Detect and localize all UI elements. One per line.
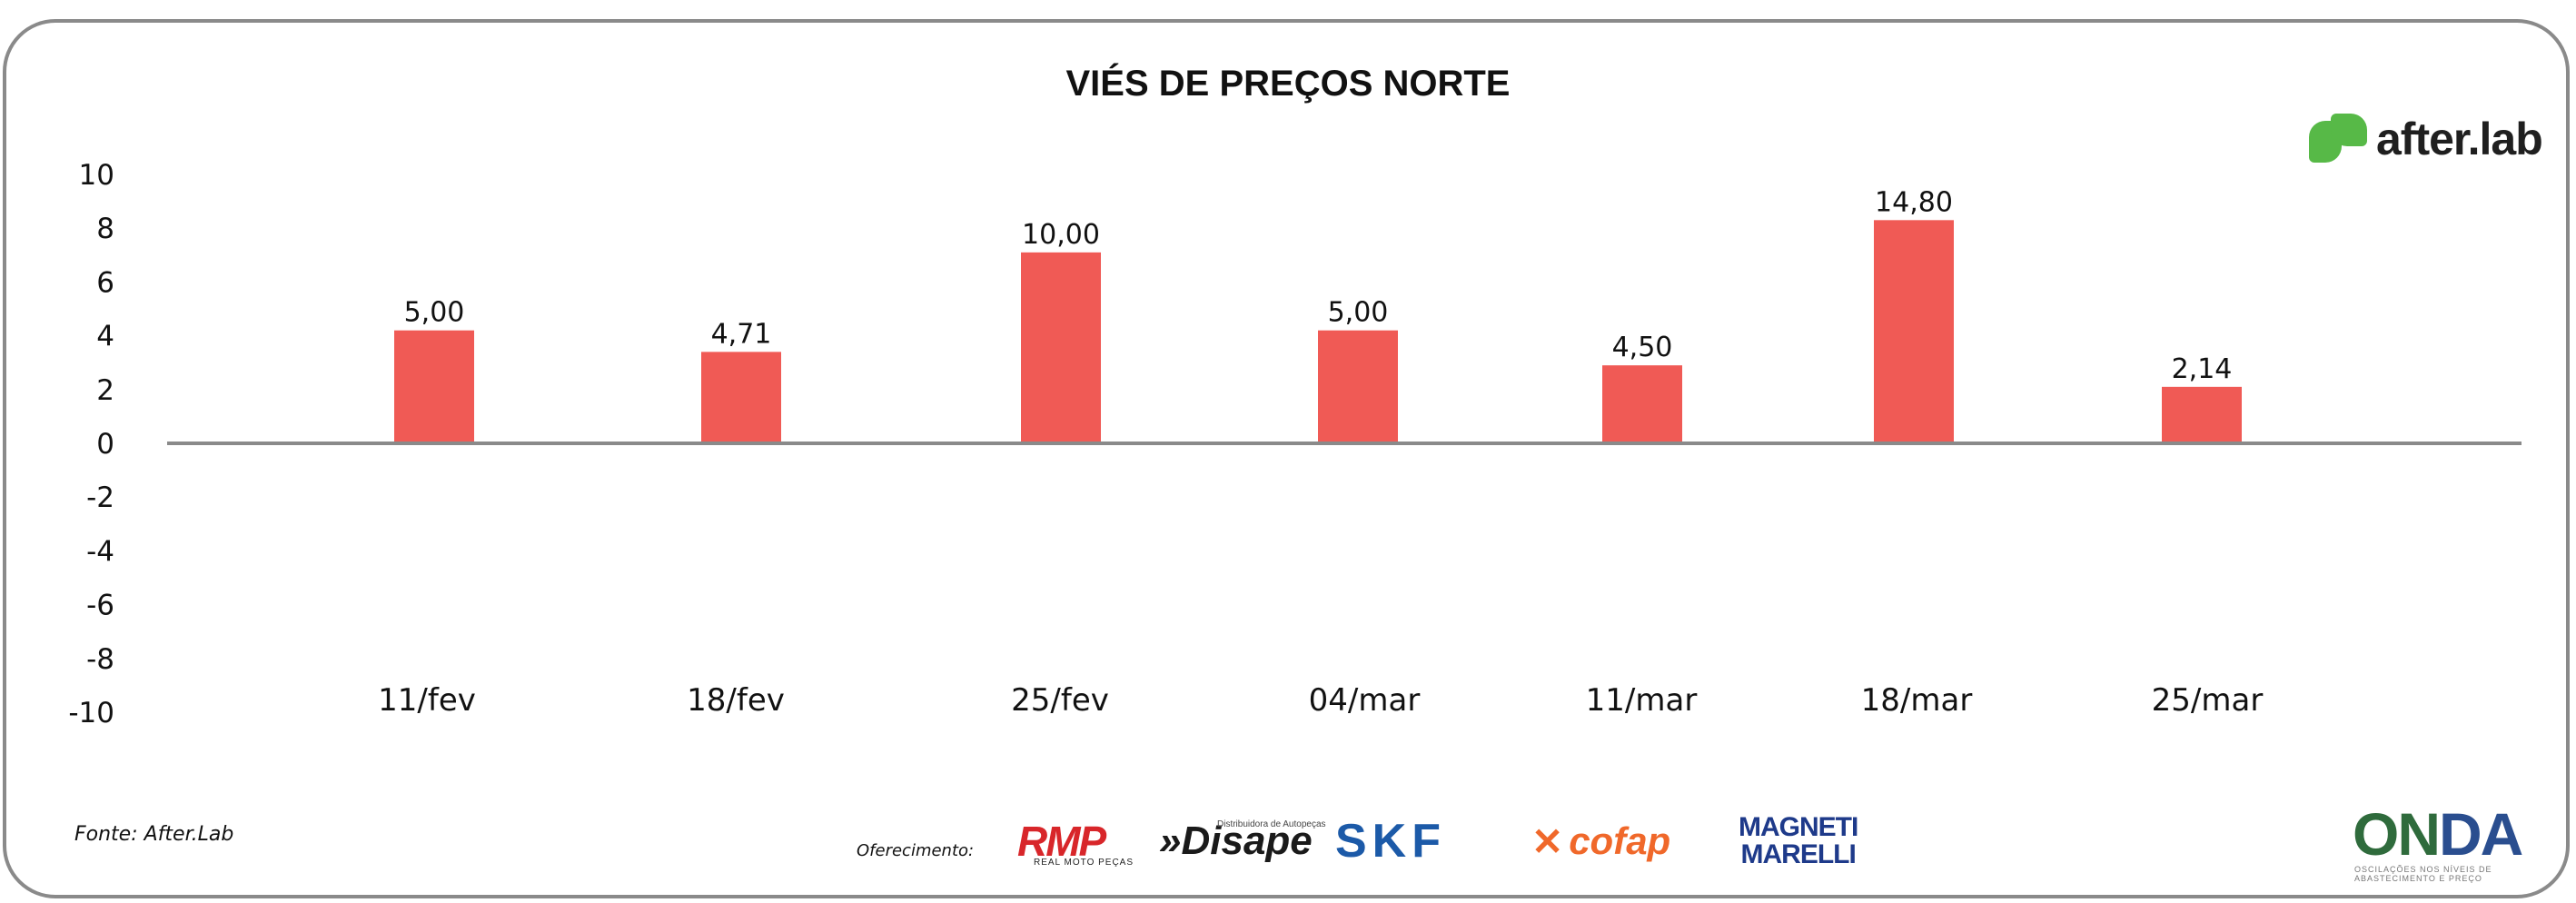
x-tick-label: 18/mar (1861, 682, 1973, 719)
bar (701, 352, 781, 443)
y-tick-label: 10 (79, 159, 114, 192)
x-tick-label: 04/mar (1309, 682, 1421, 719)
data-label: 2,14 (2172, 353, 2233, 385)
x-tick-label: 18/fev (687, 682, 785, 719)
y-tick-label: 0 (96, 428, 114, 461)
y-tick-label: -6 (86, 590, 114, 622)
bar (1602, 365, 1682, 443)
bar (1318, 330, 1398, 443)
x-tick-label: 11/fev (378, 682, 476, 719)
x-tick-label: 25/mar (2152, 682, 2264, 719)
data-label: 14,80 (1875, 186, 1953, 218)
rmp-logo: RMP (1017, 818, 1106, 865)
disape-logo: »Disape (1159, 819, 1313, 863)
chart-title: VIÉS DE PREÇOS NORTE (1065, 64, 1511, 104)
offer-label: Oferecimento: (857, 841, 975, 860)
bar (1021, 252, 1101, 443)
afterlab-logo: after.lab (2309, 113, 2543, 165)
y-tick-label: 4 (96, 321, 114, 353)
y-tick-label: 6 (96, 266, 114, 299)
x-tick-label: 25/fev (1011, 682, 1109, 719)
cofap-logo-text: cofap (1569, 819, 1671, 862)
onda-logo: ONDA (2353, 800, 2523, 868)
y-tick-label: 2 (96, 374, 114, 407)
chart-frame (3, 19, 2570, 898)
data-label: 10,00 (1022, 219, 1100, 251)
data-label: 4,71 (711, 318, 772, 350)
y-tick-label: -4 (86, 535, 114, 568)
magneti-line: MAGNETI (1739, 812, 1858, 842)
source-note: Fonte: After.Lab (74, 823, 234, 846)
disape-logo-subtitle: Distribuidora de Autopeças (1217, 819, 1326, 829)
y-tick-label: -2 (86, 481, 114, 514)
marelli-line: MARELLI (1740, 839, 1857, 869)
data-label: 5,00 (1328, 297, 1389, 329)
y-tick-label: -8 (86, 643, 114, 676)
y-tick-label: -10 (68, 697, 114, 729)
data-label: 4,50 (1612, 332, 1673, 363)
afterlab-mark-icon (2309, 114, 2369, 164)
onda-logo-subtitle: OSCILAÇÕES NOS NÍVEIS DE ABASTECIMENTO E… (2354, 865, 2492, 883)
y-tick-label: 8 (96, 213, 114, 245)
cofap-logo: ✕ cofap (1531, 814, 1670, 868)
magneti-marelli-logo: MAGNETI MARELLI (1739, 814, 1858, 868)
bar (2162, 386, 2242, 443)
cofap-x-icon: ✕ (1531, 819, 1564, 863)
skf-logo: SKF (1335, 815, 1446, 868)
x-tick-label: 11/mar (1586, 682, 1698, 719)
afterlab-logo-text: after.lab (2376, 114, 2543, 164)
bar (394, 330, 474, 443)
data-label: 5,00 (404, 297, 465, 329)
rmp-logo-subtitle: REAL MOTO PEÇAS (1034, 858, 1134, 868)
bar (1874, 220, 1954, 443)
